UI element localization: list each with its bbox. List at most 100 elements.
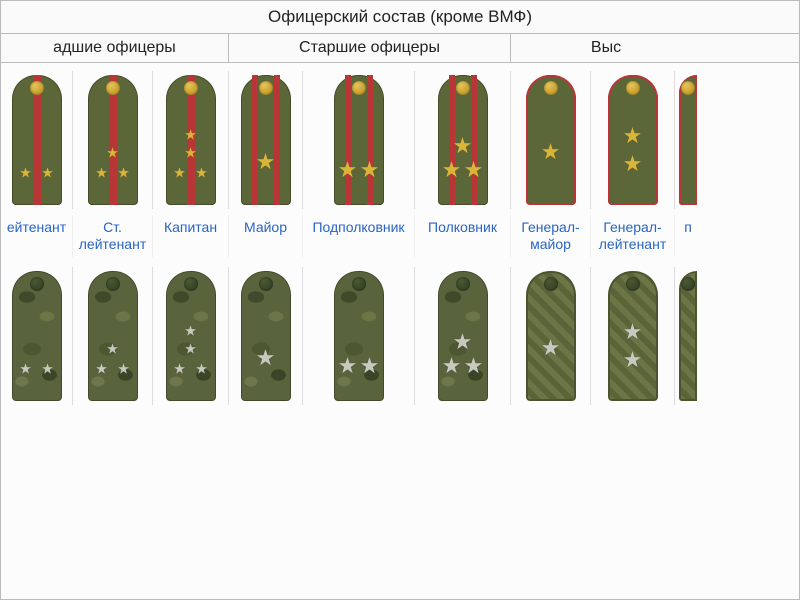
star-icon (626, 326, 640, 340)
rank-cell (1, 267, 73, 405)
main-title: Офицерский состав (кроме ВМФ) (1, 1, 799, 34)
star-icon (41, 362, 55, 376)
epaulette (166, 75, 216, 205)
star-icon (184, 342, 198, 356)
rank-label[interactable]: ейтенант (1, 215, 73, 257)
epaulette-button (681, 277, 695, 291)
epaulette (438, 271, 488, 401)
rank-labels-row: ейтенантСт.лейтенантКапитанМайорПодполко… (1, 209, 799, 259)
epaulette (679, 75, 697, 205)
star-icon (95, 362, 109, 376)
rank-cell (229, 267, 303, 405)
rank-label[interactable]: Генерал-майор (511, 215, 591, 257)
group-header: Старшие офицеры (229, 34, 511, 62)
epaulette (12, 271, 62, 401)
stripe (252, 75, 258, 205)
rank-cell (153, 71, 229, 209)
epaulette (334, 271, 384, 401)
rank-cell (229, 71, 303, 209)
star-icon (184, 128, 198, 142)
epaulette (526, 271, 576, 401)
star-icon (41, 166, 55, 180)
star-icon (259, 156, 273, 170)
epaulette-button (352, 277, 366, 291)
star-icon (173, 166, 187, 180)
epaulette-button (626, 277, 640, 291)
epaulette (334, 75, 384, 205)
epaulette-button (456, 277, 470, 291)
star-icon (19, 166, 33, 180)
epaulette-button (106, 81, 120, 95)
rank-cell (1, 71, 73, 209)
epaulette (608, 271, 658, 401)
star-icon (106, 146, 120, 160)
star-icon (95, 166, 109, 180)
rank-cell (303, 267, 415, 405)
rank-chart: Офицерский состав (кроме ВМФ) адшие офиц… (0, 0, 800, 600)
rank-label[interactable]: Подполковник (303, 215, 415, 257)
rank-cell (675, 71, 701, 209)
star-icon (626, 158, 640, 172)
stripe (274, 75, 280, 205)
epaulette (608, 75, 658, 205)
rank-cell (153, 267, 229, 405)
epaulette (241, 75, 291, 205)
rank-label[interactable]: Полковник (415, 215, 511, 257)
epaulette (526, 75, 576, 205)
star-icon (341, 360, 355, 374)
group-header: Выс (511, 34, 701, 62)
epaulette (241, 271, 291, 401)
rank-label[interactable]: Ст.лейтенант (73, 215, 153, 257)
rank-cell (415, 267, 511, 405)
star-icon (195, 166, 209, 180)
star-icon (363, 164, 377, 178)
star-icon (445, 360, 459, 374)
epaulette (438, 75, 488, 205)
star-icon (117, 166, 131, 180)
rank-cell (591, 71, 675, 209)
star-icon (173, 362, 187, 376)
rank-label[interactable]: Майор (229, 215, 303, 257)
star-icon (195, 362, 209, 376)
rank-label[interactable]: п (675, 215, 701, 257)
rank-cell (415, 71, 511, 209)
field-uniform-row (1, 259, 799, 405)
star-icon (259, 352, 273, 366)
rank-cell (303, 71, 415, 209)
star-icon (341, 164, 355, 178)
star-icon (456, 336, 470, 350)
epaulette-button (184, 81, 198, 95)
rank-label[interactable]: Капитан (153, 215, 229, 257)
star-icon (19, 362, 33, 376)
epaulette (88, 75, 138, 205)
epaulette-button (106, 277, 120, 291)
star-icon (363, 360, 377, 374)
star-icon (544, 342, 558, 356)
rank-cell (73, 71, 153, 209)
rank-cell (591, 267, 675, 405)
stripe (367, 75, 373, 205)
star-icon (117, 362, 131, 376)
star-icon (626, 354, 640, 368)
star-icon (445, 164, 459, 178)
rank-cell (675, 267, 701, 405)
star-icon (544, 146, 558, 160)
star-icon (184, 324, 198, 338)
epaulette-button (259, 81, 273, 95)
rank-cell (511, 267, 591, 405)
epaulette-button (544, 81, 558, 95)
epaulette-button (259, 277, 273, 291)
rank-label[interactable]: Генерал-лейтенант (591, 215, 675, 257)
rank-cell (73, 267, 153, 405)
epaulette (12, 75, 62, 205)
rank-cell (511, 71, 591, 209)
epaulette-button (30, 81, 44, 95)
star-icon (626, 130, 640, 144)
group-headers: адшие офицерыСтаршие офицерыВыс (1, 34, 799, 63)
epaulette (166, 271, 216, 401)
star-icon (184, 146, 198, 160)
star-icon (467, 164, 481, 178)
star-icon (467, 360, 481, 374)
epaulette (88, 271, 138, 401)
epaulette-button (456, 81, 470, 95)
